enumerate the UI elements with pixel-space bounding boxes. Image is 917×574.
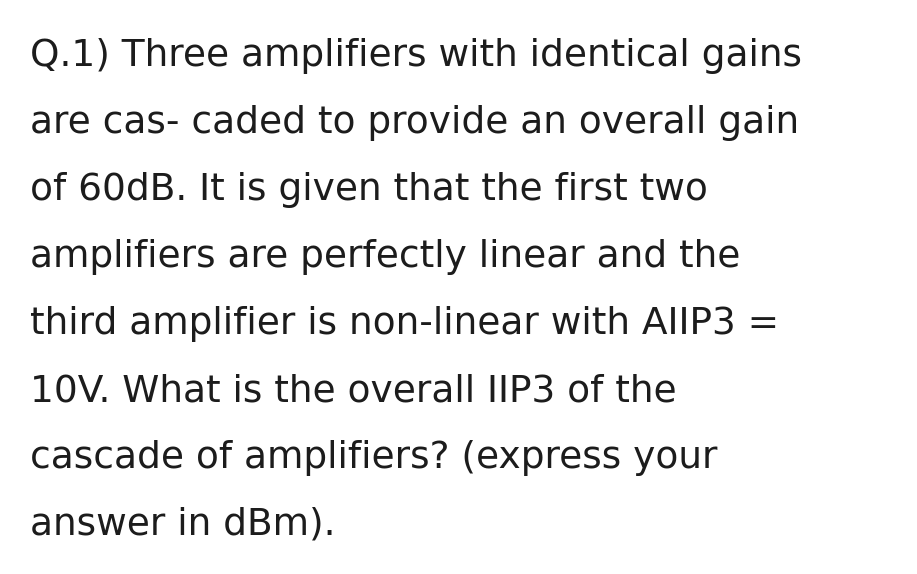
Text: 10V. What is the overall IIP3 of the: 10V. What is the overall IIP3 of the bbox=[30, 373, 677, 409]
Text: amplifiers are perfectly linear and the: amplifiers are perfectly linear and the bbox=[30, 239, 740, 275]
Text: third amplifier is non-linear with AIIP3 =: third amplifier is non-linear with AIIP3… bbox=[30, 306, 779, 342]
Text: are cas- caded to provide an overall gain: are cas- caded to provide an overall gai… bbox=[30, 105, 799, 141]
Text: of 60dB. It is given that the first two: of 60dB. It is given that the first two bbox=[30, 172, 708, 208]
Text: answer in dBm).: answer in dBm). bbox=[30, 507, 336, 543]
Text: Q.1) Three amplifiers with identical gains: Q.1) Three amplifiers with identical gai… bbox=[30, 38, 802, 74]
Text: cascade of amplifiers? (express your: cascade of amplifiers? (express your bbox=[30, 440, 717, 476]
